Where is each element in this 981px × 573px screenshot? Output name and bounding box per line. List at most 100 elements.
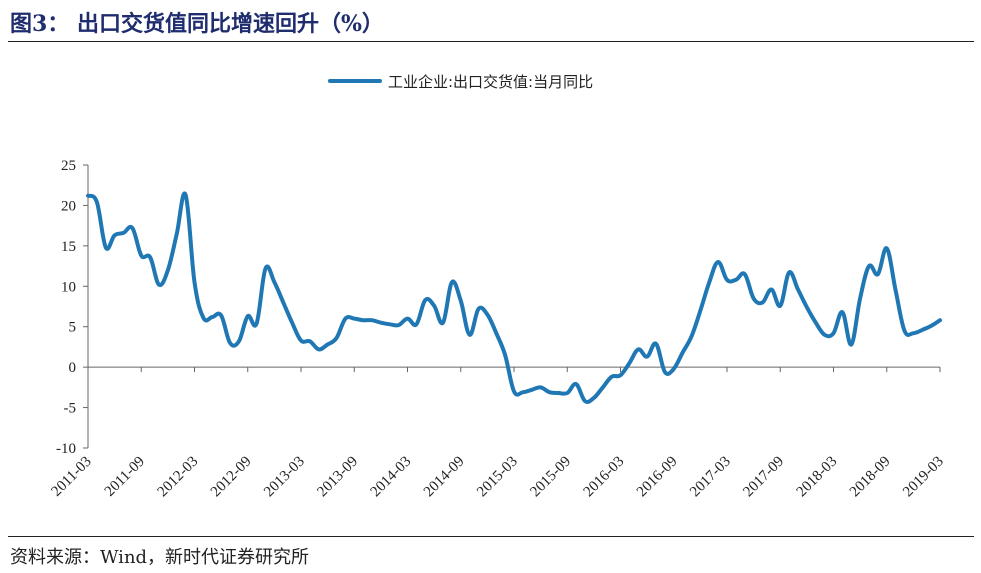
data-point: 2017-09: 7.6 xyxy=(778,304,782,308)
data-point: 2011-05: 14.8 xyxy=(104,245,108,249)
x-tick-label: 2013-03 xyxy=(261,454,308,501)
data-point: 2014-08: 10.5 xyxy=(450,280,454,284)
data-point: 2012-09: 6.3 xyxy=(246,314,250,318)
data-point: 2017-02: 13 xyxy=(716,260,720,264)
y-tick-label: 15 xyxy=(61,239,76,255)
data-point: 2011-11: 10.2 xyxy=(157,283,161,287)
data-point: 2011-09: 13.8 xyxy=(139,254,143,258)
data-point: 2013-09: 6 xyxy=(352,317,356,321)
data-point: 2014-02: 5.2 xyxy=(397,323,401,327)
data-point: 2017-01: 10.5 xyxy=(707,280,711,284)
x-tick-label: 2012-03 xyxy=(155,454,202,501)
data-point: 2016-11: 3.8 xyxy=(690,334,694,338)
x-tick-label: 2016-09 xyxy=(634,454,681,501)
data-point: 2016-12: 7 xyxy=(698,309,702,313)
x-tick-label: 2017-09 xyxy=(740,454,787,501)
data-point: 2012-10: 5.4 xyxy=(255,321,259,325)
x-tick-label: 2019-03 xyxy=(900,454,947,501)
data-point: 2013-08: 6 xyxy=(343,317,347,321)
x-tick-label: 2012-09 xyxy=(208,454,255,501)
y-tick-label: 10 xyxy=(61,279,76,295)
x-tick-label: 2014-09 xyxy=(421,454,468,501)
data-point: 2014-07: 5.5 xyxy=(441,321,445,325)
data-point: 2015-05: -2.8 xyxy=(530,388,534,392)
x-tick-label: 2013-09 xyxy=(314,454,361,501)
data-point: 2014-12: 6.5 xyxy=(485,313,489,317)
data-point: 2012-01: 16.5 xyxy=(175,232,179,236)
x-tick-label: 2015-03 xyxy=(474,454,521,501)
data-point: 2014-01: 5.3 xyxy=(388,322,392,326)
data-point: 2014-10: 4 xyxy=(468,333,472,337)
data-point: 2013-01: 8 xyxy=(281,300,285,304)
data-point: 2015-08: -3.2 xyxy=(556,391,560,395)
data-point: 2017-06: 8.5 xyxy=(752,296,756,300)
data-point: 2018-09: 14.7 xyxy=(885,246,889,250)
y-tick-label: -10 xyxy=(56,441,76,457)
data-point: 2016-05: 2.2 xyxy=(636,347,640,351)
figure-title: 图3： 出口交货值同比增速回升（%） xyxy=(10,11,384,37)
y-tick-label: 0 xyxy=(69,360,77,376)
y-tick-label: 20 xyxy=(61,198,76,214)
data-point: 2013-05: 2.2 xyxy=(317,347,321,351)
data-point: 2016-02: -1.2 xyxy=(610,375,614,379)
data-point: 2015-07: -3.1 xyxy=(548,390,552,394)
data-point: 2017-11: 9.6 xyxy=(796,288,800,292)
data-point: 2015-04: -3.1 xyxy=(521,390,525,394)
data-point: 2013-06: 2.8 xyxy=(326,343,330,347)
data-point: 2017-04: 10.8 xyxy=(734,278,738,282)
data-point: 2018-08: 11.5 xyxy=(876,272,880,276)
data-point: 2012-08: 3.2 xyxy=(237,339,241,343)
source-note: 资料来源：Wind，新时代证券研究所 xyxy=(10,547,310,568)
data-point: 2014-03: 6 xyxy=(406,317,410,321)
data-point: 2013-10: 5.8 xyxy=(361,318,365,322)
data-point: 2012-11: 12.2 xyxy=(264,266,268,270)
data-point: 2017-07: 8 xyxy=(761,300,765,304)
data-point: 2018-04: 6.8 xyxy=(840,310,844,314)
data-point: 2016-06: 1.3 xyxy=(645,355,649,359)
data-point: 2013-02: 5.5 xyxy=(290,321,294,325)
data-point: 2013-11: 5.8 xyxy=(370,318,374,322)
data-point: 2017-08: 9.6 xyxy=(769,288,773,292)
data-point: 2013-03: 3.3 xyxy=(299,338,303,342)
source-rule xyxy=(8,536,974,537)
data-point: 2018-06: 8.5 xyxy=(858,296,862,300)
data-point: 2011-12: 12 xyxy=(166,268,170,272)
x-tick-label: 2018-09 xyxy=(847,454,894,501)
data-point: 2013-07: 3.6 xyxy=(335,336,339,340)
title-rule xyxy=(8,41,974,42)
data-point: 2017-10: 11.7 xyxy=(787,271,791,275)
data-point: 2012-05: 6.2 xyxy=(210,315,214,319)
y-tick-label: -5 xyxy=(64,401,77,417)
data-point: 2017-12: 7.4 xyxy=(805,305,809,309)
data-point: 2015-11: -4.2 xyxy=(583,399,587,403)
data-point: 2011-10: 13.6 xyxy=(148,255,152,259)
data-point: 2017-05: 11.5 xyxy=(743,272,747,276)
data-point: 2019-02: 5.1 xyxy=(929,324,933,328)
x-tick-label: 2018-03 xyxy=(794,454,841,501)
x-tick-label: 2014-03 xyxy=(368,454,415,501)
data-point: 2012-12: 10.5 xyxy=(272,280,276,284)
data-point: 2019-03: 5.8 xyxy=(938,318,942,322)
data-point: 2012-07: 3 xyxy=(228,341,232,345)
data-point: 2011-08: 17.2 xyxy=(130,226,134,230)
data-point: 2015-01: 4.2 xyxy=(494,331,498,335)
y-tick-label: 5 xyxy=(69,320,77,336)
data-point: 2016-07: 2.9 xyxy=(654,342,658,346)
x-tick-label: 2011-03 xyxy=(49,454,95,500)
data-point: 2016-03: -1 xyxy=(619,373,623,377)
data-point: 2012-02: 21.3 xyxy=(184,193,188,197)
data-point: 2019-01: 4.6 xyxy=(920,328,924,332)
data-point: 2018-10: 9.5 xyxy=(894,288,898,292)
data-point: 2015-03: -3 xyxy=(512,389,516,393)
data-point: 2013-12: 5.5 xyxy=(379,321,383,325)
data-point: 2011-07: 16.6 xyxy=(122,231,126,235)
data-point: 2011-03: 21.2 xyxy=(86,194,90,198)
data-point: 2015-12: -3.8 xyxy=(592,396,596,400)
data-point: 2011-04: 20.4 xyxy=(95,200,99,204)
data-point: 2017-03: 10.8 xyxy=(725,278,729,282)
x-tick-label: 2015-09 xyxy=(527,454,574,501)
data-point: 2011-06: 16.3 xyxy=(113,233,117,237)
data-point: 2012-03: 10.5 xyxy=(193,280,197,284)
